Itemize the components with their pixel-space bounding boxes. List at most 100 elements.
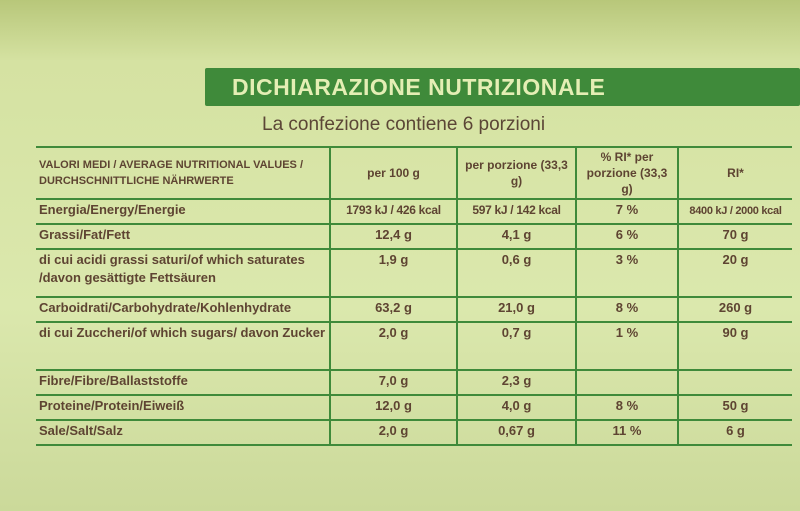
nutrient-name: Fibre/Fibre/Ballaststoffe [36,369,330,396]
value-cell: 20 g [677,248,792,298]
table-row: di cui acidi grassi saturi/of which satu… [36,248,792,298]
cell-text: 2,0 g [378,423,409,438]
cell-text: di cui acidi grassi saturi/of which satu… [39,252,305,285]
value-cell: 50 g [677,394,792,421]
value-cell: 21,0 g [456,296,576,323]
value-cell: 63,2 g [329,296,457,323]
cell-text: 50 g [722,398,749,413]
nutrient-name: di cui acidi grassi saturi/of which satu… [36,248,330,298]
table-header-row: VALORI MEDI / AVERAGE NUTRITIONAL VALUES… [36,146,792,200]
value-cell: 12,0 g [329,394,457,421]
header-cell: VALORI MEDI / AVERAGE NUTRITIONAL VALUES… [36,146,330,200]
table-row: Carboidrati/Carbohydrate/Kohlenhydrate 63… [36,296,792,323]
nutrient-name: Carboidrati/Carbohydrate/Kohlenhydrate [36,296,330,323]
value-cell: 1 % [575,321,678,371]
header-text: VALORI MEDI / AVERAGE NUTRITIONAL VALUES… [39,159,304,187]
nutrient-name: Proteine/Protein/Eiweiß [36,394,330,421]
value-cell: 6 g [677,419,792,446]
cell-text: 8 % [615,398,639,413]
cell-text: 70 g [722,227,749,242]
label-subtitle: La confezione contiene 6 porzioni [262,114,546,135]
nutrient-name: Sale/Salt/Salz [36,419,330,446]
cell-text: di cui Zuccheri/of which sugars/ davon Z… [39,325,326,340]
nutrient-name: Energia/Energy/Energie [36,198,330,225]
cell-text: 0,7 g [501,325,532,340]
value-cell: 11 % [575,419,678,446]
cell-text: 7 % [615,202,639,217]
value-cell: 597 kJ / 142 kcal [456,198,576,225]
value-cell: 3 % [575,248,678,298]
header-cell: per porzione (33,3 g) [456,146,576,200]
value-cell: 8400 kJ / 2000 kcal [677,198,792,225]
value-cell [575,369,678,396]
cell-text: Energia/Energy/Energie [39,202,186,217]
cell-text: 6 g [726,423,745,438]
cell-text: 0,6 g [501,252,532,267]
label-title: DICHIARAZIONE NUTRIZIONALE [232,74,606,100]
value-cell: 2,0 g [329,321,457,371]
header-text: % RI* per porzione (33,3 g) [586,150,668,196]
value-cell: 12,4 g [329,223,457,250]
table-row: Grassi/Fat/Fett 12,4 g 4,1 g 6 % 70 g [36,223,792,250]
table-row: di cui Zuccheri/of which sugars/ davon Z… [36,321,792,371]
cell-text: Sale/Salt/Salz [39,423,123,438]
cell-text: 12,4 g [375,227,412,242]
cell-text: Fibre/Fibre/Ballaststoffe [39,373,188,388]
cell-text: Grassi/Fat/Fett [39,227,131,242]
value-cell: 70 g [677,223,792,250]
title-banner [205,68,800,106]
table-row: Fibre/Fibre/Ballaststoffe 7,0 g 2,3 g [36,369,792,396]
value-cell: 7,0 g [329,369,457,396]
cell-text: 12,0 g [375,398,412,413]
value-cell: 4,0 g [456,394,576,421]
value-cell: 8 % [575,296,678,323]
cell-text: 8400 kJ / 2000 kcal [689,205,782,217]
value-cell: 1,9 g [329,248,457,298]
cell-text: 11 % [612,423,642,438]
cell-text: Proteine/Protein/Eiweiß [39,398,185,413]
value-cell: 6 % [575,223,678,250]
cell-text: 4,1 g [501,227,532,242]
header-cell: % RI* per porzione (33,3 g) [575,146,678,200]
nutrient-name: di cui Zuccheri/of which sugars/ davon Z… [36,321,330,371]
cell-text: Carboidrati/Carbohydrate/Kohlenhydrate [39,300,292,315]
cell-text: 260 g [718,300,753,315]
nutrient-name: Grassi/Fat/Fett [36,223,330,250]
cell-text: 20 g [722,252,749,267]
value-cell: 0,67 g [456,419,576,446]
cell-text: 6 % [615,227,639,242]
header-text: RI* [727,166,744,180]
value-cell: 260 g [677,296,792,323]
table-row: Proteine/Protein/Eiweiß 12,0 g 4,0 g 8 % 50 … [36,394,792,421]
cell-text: 21,0 g [498,300,535,315]
table-row: Energia/Energy/Energie 1793 kJ / 426 kcal… [36,198,792,225]
value-cell: 4,1 g [456,223,576,250]
value-cell: 1793 kJ / 426 kcal [329,198,457,225]
value-cell: 0,7 g [456,321,576,371]
value-cell: 2,3 g [456,369,576,396]
value-cell: 90 g [677,321,792,371]
cell-text: 4,0 g [501,398,532,413]
cell-text: 90 g [722,325,749,340]
table-row: Sale/Salt/Salz 2,0 g 0,67 g 11 % 6 g [36,419,792,446]
cell-text: 63,2 g [375,300,412,315]
cell-text: 8 % [615,300,639,315]
cell-text: 1,9 g [378,252,409,267]
cell-text: 2,0 g [378,325,409,340]
cell-text: 1793 kJ / 426 kcal [346,203,441,217]
nutrition-table: VALORI MEDI / AVERAGE NUTRITIONAL VALUES… [36,146,792,446]
value-cell: 2,0 g [329,419,457,446]
header-text: per porzione (33,3 g) [465,158,568,188]
value-cell [677,369,792,396]
cell-text: 597 kJ / 142 kcal [472,203,561,217]
header-cell: per 100 g [329,146,457,200]
cell-text: 3 % [615,252,639,267]
value-cell: 0,6 g [456,248,576,298]
cell-text: 0,67 g [498,423,535,438]
cell-text: 7,0 g [378,373,409,388]
value-cell: 8 % [575,394,678,421]
value-cell: 7 % [575,198,678,225]
cell-text: 1 % [615,325,639,340]
header-text: per 100 g [367,166,420,180]
cell-text: 2,3 g [501,373,532,388]
